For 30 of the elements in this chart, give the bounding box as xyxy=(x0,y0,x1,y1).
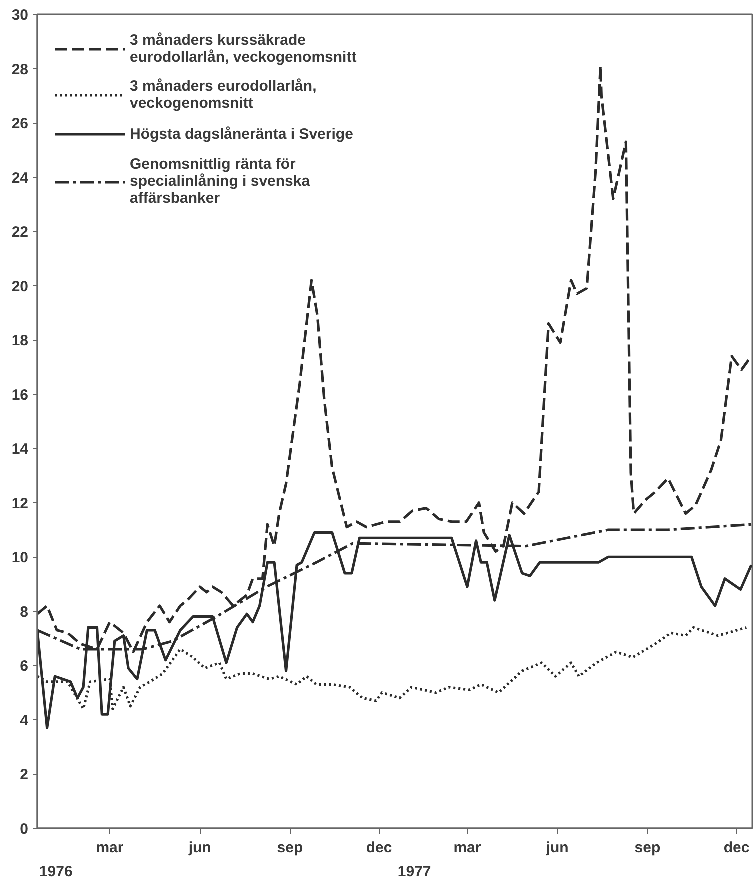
y-tick-label: 26 xyxy=(12,116,29,133)
x-tick-label: sep xyxy=(634,840,661,856)
y-tick-label: 20 xyxy=(12,278,29,296)
y-tick-label: 2 xyxy=(20,766,28,784)
x-tick-label: jun xyxy=(188,840,212,856)
legend-label: 3 månaders kurssäkrade eurodollarlån, veckogenomsnitt xyxy=(130,32,357,66)
y-tick-label: 28 xyxy=(12,61,29,78)
y-tick-label: 18 xyxy=(12,332,29,350)
y-tick-label: 0 xyxy=(20,821,28,838)
x-tick-label: sep xyxy=(277,840,304,856)
text: 1977 xyxy=(398,864,432,880)
y-tick-label: 6 xyxy=(20,658,28,676)
x-tick-label: dec xyxy=(366,840,392,856)
y-tick-label: 10 xyxy=(12,550,29,567)
legend-label: 3 månaders eurodollarlån, veckogenomsnitt xyxy=(130,78,317,112)
y-tick-label: 12 xyxy=(12,495,29,512)
y-tick-label: 24 xyxy=(12,170,30,187)
x-tick-label: jun xyxy=(545,840,569,856)
y-tick-label: 14 xyxy=(12,441,30,458)
y-tick-label: 16 xyxy=(12,386,29,404)
y-tick-label: 4 xyxy=(20,712,30,730)
legend-label: Genomsnittlig ränta för specialinlåning i svenska affärsbanker xyxy=(130,156,310,207)
text: 1976 xyxy=(39,864,73,880)
x-tick-label: dec xyxy=(724,840,750,856)
y-tick-label: 30 xyxy=(12,7,29,24)
x-tick-label: mar xyxy=(454,840,482,856)
y-tick-label: 22 xyxy=(12,224,29,242)
x-tick-label: mar xyxy=(96,840,124,856)
y-tick-label: 8 xyxy=(20,604,28,621)
legend-label: Högsta dagslåneränta i Sverige xyxy=(130,126,354,142)
